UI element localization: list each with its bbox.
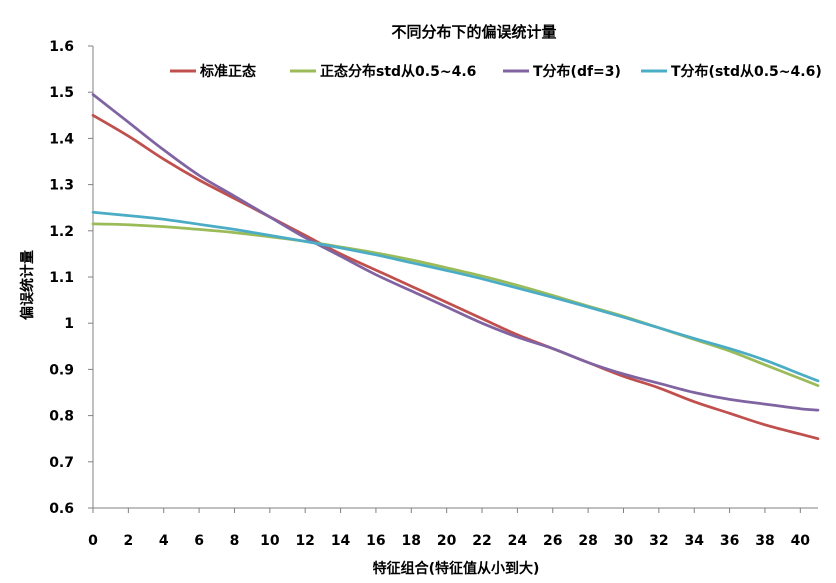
- x-tick-label: 40: [791, 533, 811, 549]
- x-tick-label: 12: [295, 533, 314, 549]
- x-tick-label: 10: [260, 533, 280, 549]
- x-tick-label: 22: [472, 533, 491, 549]
- y-tick-label: 1.4: [49, 131, 74, 147]
- x-tick-label: 6: [194, 533, 204, 549]
- x-tick-label: 18: [402, 533, 421, 549]
- legend: 标准正态 正态分布std从0.5~4.6 T分布(df=3) T分布(std从0.5~…: [170, 63, 822, 80]
- y-tick-label: 0.9: [49, 362, 74, 378]
- x-tick-label: 20: [437, 533, 457, 549]
- y-tick-label: 1: [64, 316, 74, 332]
- y-tick-label: 0.7: [49, 455, 74, 471]
- x-tick-label: 32: [649, 533, 668, 549]
- legend-label-3: T分布(std从0.5~4.6): [671, 63, 822, 80]
- y-tick-label: 1.1: [49, 270, 74, 286]
- x-tick-label: 0: [88, 533, 98, 549]
- axes: 0.60.70.80.911.11.21.31.41.51.60 2 4 6 8 10 12…: [49, 39, 818, 549]
- series-line-3: [91, 210, 820, 383]
- x-tick-label: 28: [578, 533, 597, 549]
- x-tick-label: 4: [159, 533, 169, 549]
- x-tick-label: 34: [684, 533, 704, 549]
- x-tick-label: 26: [543, 533, 562, 549]
- legend-label-2: T分布(df=3): [533, 63, 621, 80]
- x-tick-label: 2: [123, 533, 133, 549]
- x-tick-label: 14: [331, 533, 351, 549]
- series-line-1: [91, 222, 820, 387]
- legend-label-1: 正态分布std从0.5~4.6: [320, 63, 476, 80]
- y-tick-label: 1.6: [49, 39, 74, 55]
- x-tick-label: 38: [755, 533, 774, 549]
- legend-label-0: 标准正态: [199, 63, 256, 80]
- y-tick-label: 1.2: [49, 224, 74, 240]
- x-tick-label: 24: [508, 533, 528, 549]
- x-tick-label: 16: [366, 533, 385, 549]
- series-lines: [91, 93, 820, 441]
- series-line-0: [91, 113, 820, 441]
- x-tick-label: 30: [614, 533, 634, 549]
- chart-title: 不同分布下的偏误统计量: [391, 23, 556, 41]
- series-line-2: [91, 93, 820, 412]
- x-tick-label: 36: [720, 533, 739, 549]
- x-tick-label: 8: [230, 533, 240, 549]
- x-axis-label: 特征组合(特征值从小到大): [373, 560, 540, 577]
- y-tick-label: 1.3: [49, 178, 74, 194]
- y-axis-label: 偏误统计量: [19, 250, 36, 320]
- y-tick-label: 1.5: [49, 85, 74, 101]
- y-tick-label: 0.8: [49, 409, 74, 425]
- y-tick-label: 0.6: [49, 501, 74, 517]
